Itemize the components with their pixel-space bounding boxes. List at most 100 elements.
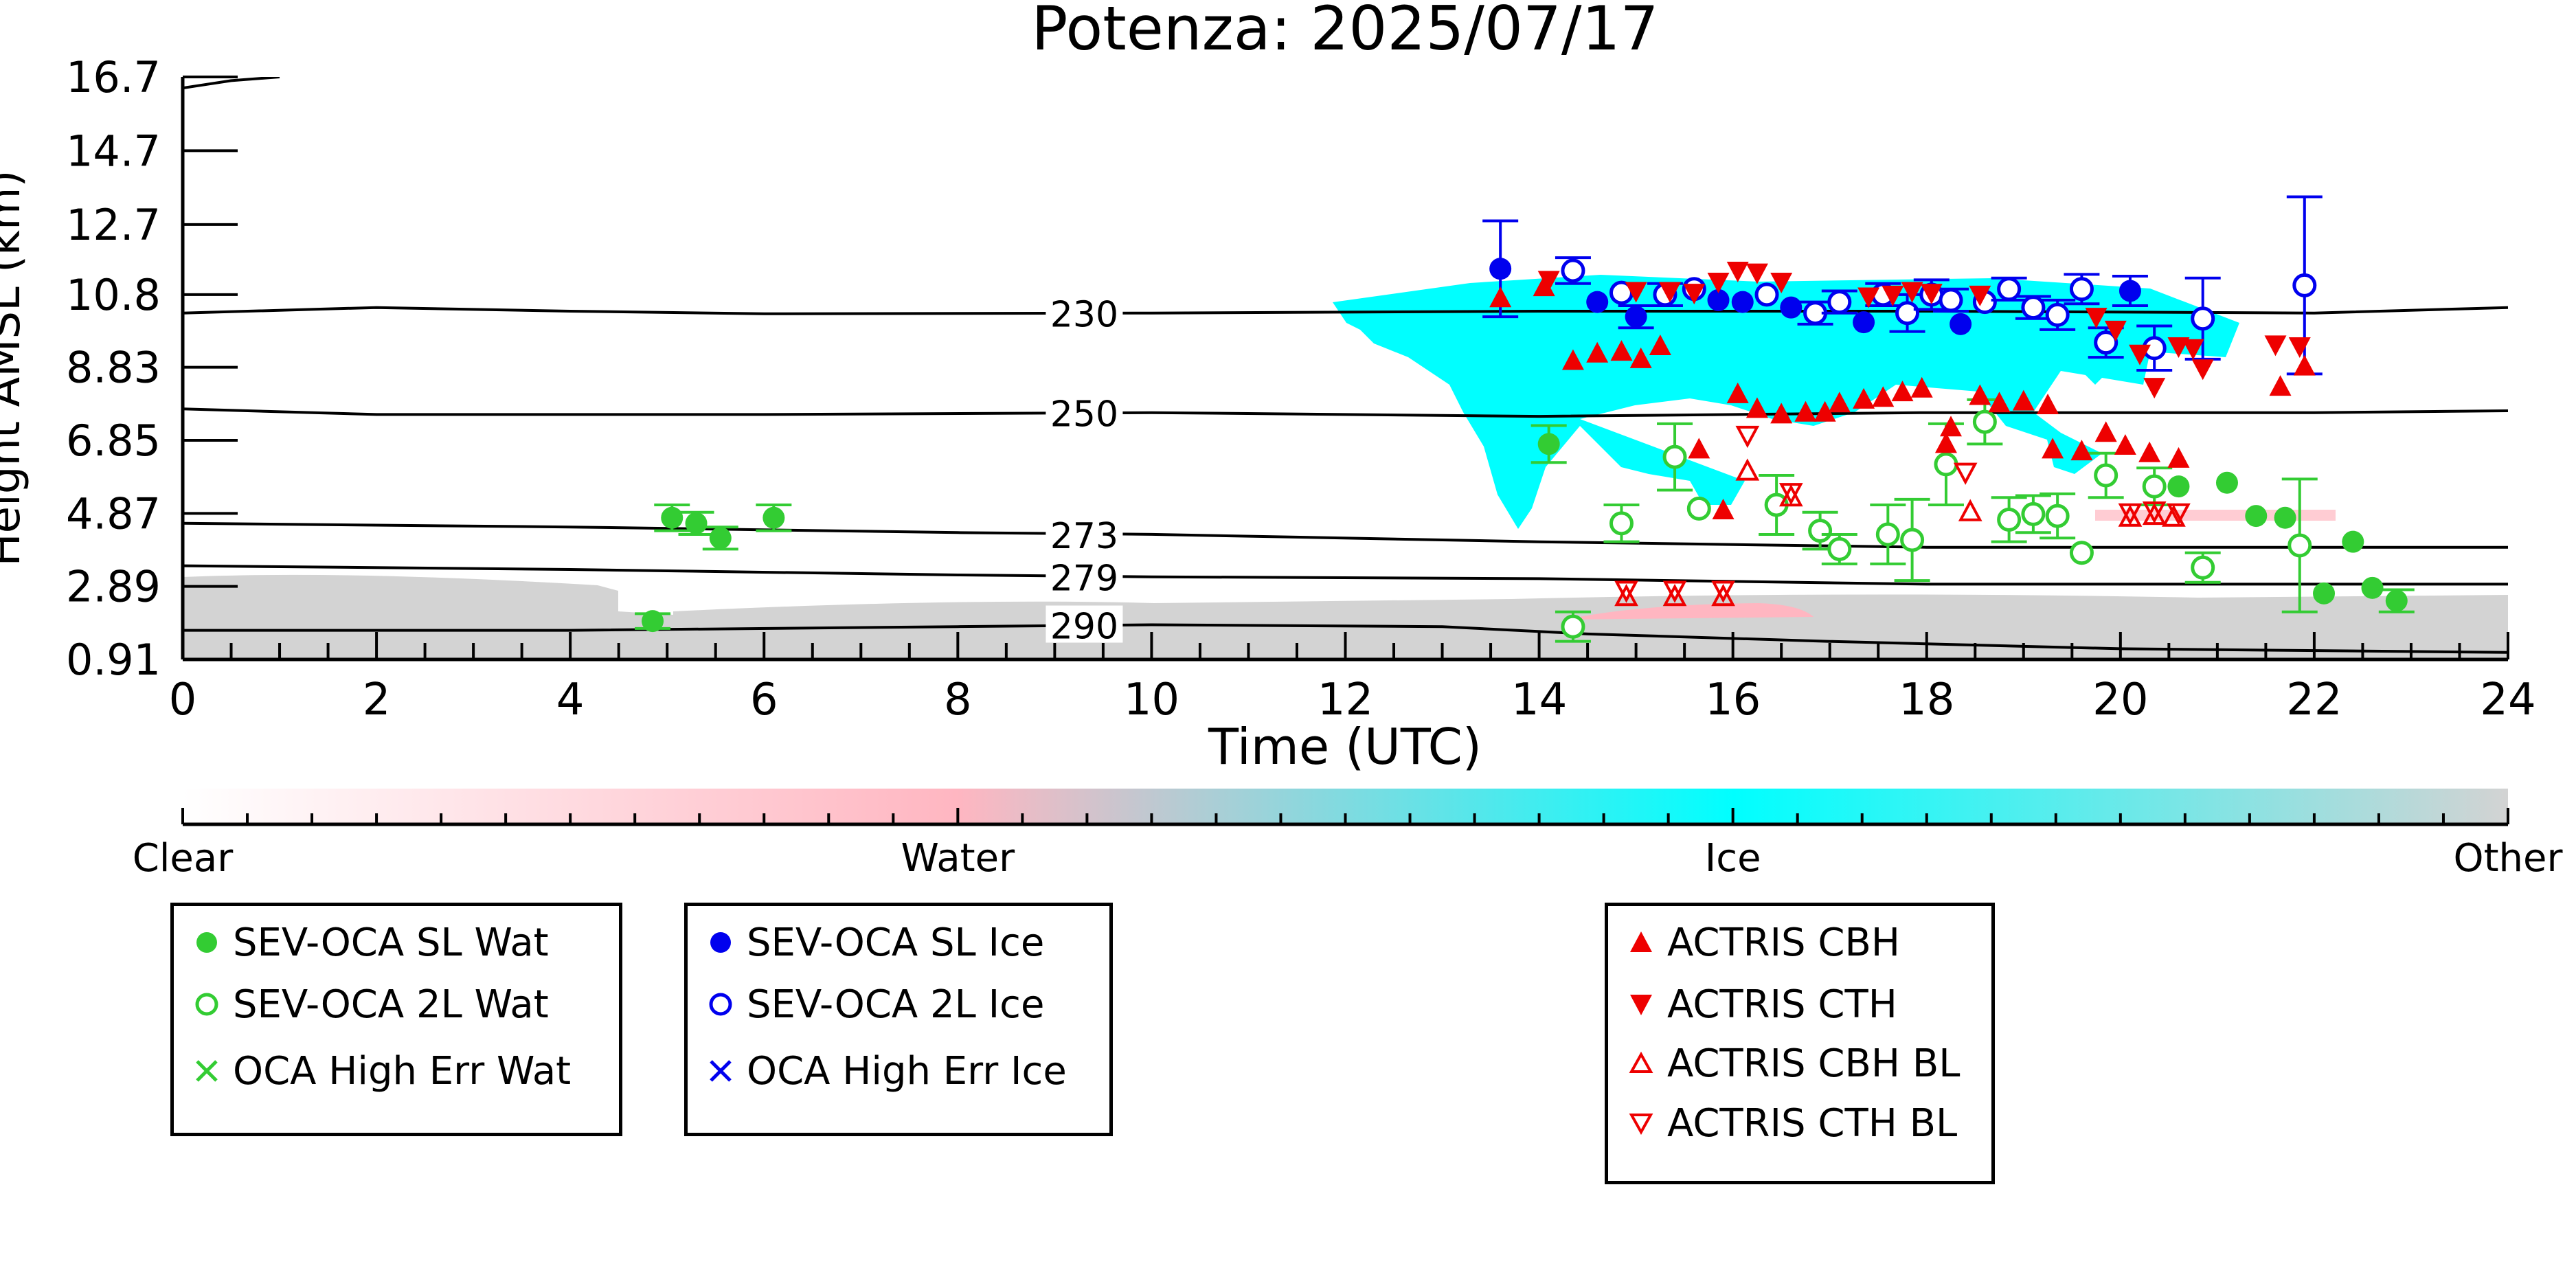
data-point — [1988, 392, 2011, 413]
data-point — [2045, 302, 2070, 327]
colorbar-label: Ice — [1705, 836, 1761, 881]
data-point — [2274, 506, 2296, 529]
data-point — [2292, 273, 2317, 297]
data-point — [2045, 504, 2070, 528]
legend-label: SEV-OCA 2L Ice — [747, 982, 1045, 1027]
data-point — [2069, 541, 2094, 565]
data-point — [1934, 452, 1958, 477]
temperature-contour — [183, 306, 2508, 315]
data-point — [1658, 282, 1681, 303]
legend-item: ACTRIS CBH — [1625, 920, 1901, 965]
contour-label: 290 — [1050, 607, 1118, 648]
data-point — [2191, 359, 2214, 381]
x-tick-label: 16 — [1705, 675, 1761, 725]
other-cloud-region — [183, 574, 673, 659]
data-point — [2167, 503, 2191, 526]
open-circle-marker-icon — [709, 993, 732, 1016]
legend-item: SEV-OCA SL Wat — [190, 920, 549, 965]
data-point — [1891, 381, 1914, 402]
legend-label: ACTRIS CBH — [1667, 920, 1901, 965]
data-point — [2104, 320, 2127, 341]
temperature-contour — [183, 77, 280, 90]
data-point — [2138, 441, 2161, 462]
y-tick-label: 2.89 — [66, 562, 161, 612]
data-point — [1662, 584, 1687, 607]
contour-label: 273 — [1050, 516, 1118, 557]
legend-label: ACTRIS CTH BL — [1667, 1100, 1958, 1146]
y-tick-label: 12.7 — [66, 200, 161, 250]
legend-item: ACTRIS CTH — [1625, 982, 1897, 1027]
legend-label: OCA High Err Wat — [233, 1048, 572, 1094]
data-point — [1711, 584, 1735, 607]
data-point — [2361, 576, 2384, 599]
legend-ice: SEV-OCA SL Ice SEV-OCA 2L Ice OCA High E… — [684, 903, 1113, 1136]
data-point — [1688, 438, 1710, 459]
data-point — [1537, 433, 1560, 455]
data-point — [2264, 335, 2287, 357]
data-point — [2293, 354, 2316, 376]
contour-label-background — [1046, 605, 1123, 643]
contour-label-background — [1046, 557, 1123, 595]
data-point — [1686, 496, 1711, 521]
data-point — [1533, 275, 1555, 297]
y-tick-label: 16.7 — [66, 52, 161, 102]
data-point — [1939, 288, 1963, 313]
data-point — [1770, 273, 1793, 294]
legend-item: SEV-OCA 2L Ice — [704, 982, 1045, 1027]
data-point — [709, 527, 732, 550]
contour-label: 250 — [1050, 394, 1118, 436]
data-point — [2142, 474, 2167, 499]
data-point — [1857, 287, 1880, 308]
data-point — [1872, 386, 1895, 407]
data-point — [1489, 286, 1512, 308]
data-point — [2385, 589, 2408, 612]
data-point — [1586, 291, 1609, 313]
data-point — [2245, 505, 2268, 528]
legend-item: ACTRIS CBH BL — [1625, 1041, 1960, 1086]
filled-circle-marker-icon — [710, 932, 731, 953]
x-tick-label: 2 — [363, 675, 391, 725]
data-point — [1614, 580, 1638, 603]
data-point — [1712, 499, 1735, 520]
y-tick-label: 4.87 — [66, 488, 161, 539]
x-tick-label: 8 — [944, 675, 972, 725]
data-point — [2191, 555, 2215, 580]
data-point — [1958, 499, 1982, 521]
x-tick-label: 10 — [1124, 675, 1179, 725]
data-point — [1972, 409, 1997, 434]
data-point — [762, 506, 785, 529]
data-point — [1895, 301, 1920, 326]
x-tick-label: 12 — [1318, 675, 1373, 725]
data-point — [1969, 285, 1991, 306]
data-point — [1726, 382, 1749, 403]
data-point — [2012, 389, 2035, 411]
data-point — [2094, 463, 2119, 488]
temperature-contour — [183, 521, 2508, 549]
contour-label: 230 — [1050, 295, 1118, 336]
data-point — [1707, 289, 1730, 311]
data-point — [2215, 471, 2238, 494]
data-point — [1808, 519, 1833, 543]
data-point — [2142, 501, 2167, 524]
data-point — [2129, 344, 2151, 365]
data-point — [1537, 271, 1560, 292]
legend-label: SEV-OCA 2L Wat — [233, 982, 549, 1027]
data-point — [2288, 337, 2311, 359]
contour-label: 279 — [1050, 558, 1118, 600]
data-point — [2342, 530, 2364, 553]
x-marker-icon — [196, 1060, 218, 1082]
data-point — [1614, 584, 1638, 607]
data-point — [2269, 375, 2292, 396]
data-point — [1561, 349, 1584, 370]
legend-label: SEV-OCA SL Ice — [747, 920, 1045, 965]
temperature-contour — [183, 564, 2508, 586]
data-point — [2287, 533, 2312, 558]
data-point — [1489, 258, 1512, 280]
data-point — [1745, 263, 1768, 284]
legend-item: ACTRIS CTH BL — [1625, 1100, 1958, 1146]
data-point — [1625, 282, 1647, 303]
data-point — [1920, 284, 1943, 305]
contour-label-background — [1046, 515, 1123, 552]
data-point — [1707, 273, 1730, 294]
